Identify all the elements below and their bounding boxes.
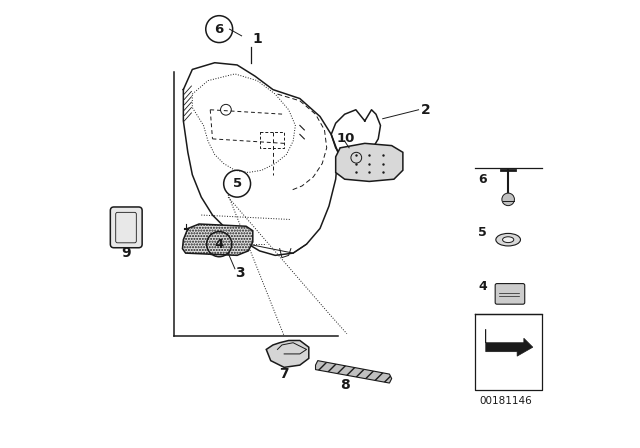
FancyBboxPatch shape (495, 284, 525, 304)
Text: 4: 4 (214, 237, 224, 251)
Text: 6: 6 (214, 22, 224, 36)
Text: 8: 8 (340, 378, 349, 392)
Ellipse shape (502, 237, 514, 243)
Polygon shape (336, 143, 403, 181)
Text: 6: 6 (478, 172, 487, 186)
Text: 9: 9 (122, 246, 131, 260)
Text: 7: 7 (279, 367, 289, 381)
Polygon shape (486, 329, 533, 356)
Ellipse shape (496, 233, 520, 246)
Circle shape (502, 193, 515, 206)
Text: 1: 1 (253, 32, 262, 47)
Text: 00181146: 00181146 (479, 396, 532, 406)
Text: 10: 10 (337, 132, 355, 146)
Polygon shape (266, 340, 309, 367)
Polygon shape (316, 361, 392, 383)
Text: 4: 4 (478, 280, 487, 293)
Text: 3: 3 (235, 266, 244, 280)
Text: 2: 2 (421, 103, 431, 117)
Text: 5: 5 (478, 226, 487, 240)
Text: 5: 5 (232, 177, 242, 190)
FancyBboxPatch shape (110, 207, 142, 248)
Polygon shape (182, 224, 253, 255)
